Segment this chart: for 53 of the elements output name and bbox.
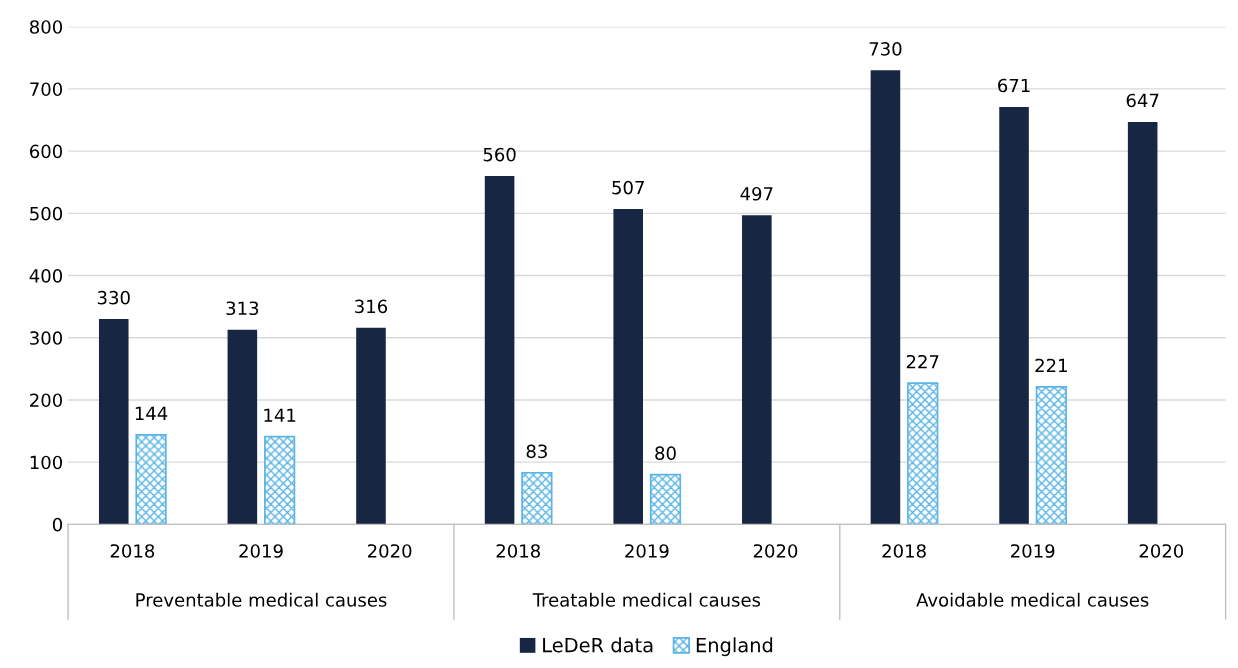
legend-label: England <box>696 637 773 657</box>
bar <box>870 70 901 525</box>
bar <box>521 471 553 525</box>
bar <box>742 215 772 525</box>
text: Preventable medical causes <box>136 592 387 607</box>
bar <box>356 327 386 525</box>
y-tick-label: 0 <box>52 517 63 532</box>
y-tick-label: 800 <box>29 20 63 34</box>
data-label: 313 <box>226 301 259 316</box>
bar <box>907 382 939 525</box>
bar <box>649 473 682 525</box>
data-label: 647 <box>1126 93 1159 108</box>
x-tick-label: 2019 <box>1011 544 1055 558</box>
data-label: 497 <box>740 186 773 201</box>
legend-label: LeDeR data <box>543 637 653 653</box>
bar <box>484 176 515 525</box>
data-label: 144 <box>135 406 168 420</box>
bar <box>227 329 258 525</box>
data-label: 227 <box>906 354 939 369</box>
y-tick-label: 200 <box>30 393 63 408</box>
data-label: 316 <box>355 299 388 314</box>
y-tick-label: 700 <box>30 82 63 97</box>
data-label: 80 <box>655 446 676 460</box>
x-tick-label: 2019 <box>625 544 669 558</box>
data-label: 671 <box>998 78 1030 93</box>
y-tick-label: 400 <box>29 269 63 283</box>
bar <box>999 106 1029 525</box>
text: Treatable medical causes <box>532 592 761 607</box>
bar <box>98 319 129 525</box>
y-tick-label: 500 <box>30 206 63 221</box>
y-tick-label: 600 <box>30 144 63 159</box>
x-tick-label: 2018 <box>496 544 540 558</box>
x-tick-label: 2018 <box>882 544 926 558</box>
data-label: 141 <box>264 408 296 422</box>
y-tick-label: 100 <box>30 455 63 470</box>
x-tick-label: 2019 <box>239 544 283 558</box>
text: Avoidable medical causes <box>916 592 1149 607</box>
y-tick-label: 300 <box>30 331 63 345</box>
bar <box>1035 386 1067 525</box>
data-label: 507 <box>612 180 644 195</box>
x-tick-label: 2020 <box>367 544 412 558</box>
bar <box>135 433 167 525</box>
data-label: 560 <box>483 147 516 162</box>
bar <box>264 435 296 525</box>
bar <box>1127 121 1158 525</box>
data-label: 730 <box>869 42 902 56</box>
x-tick-label: 2018 <box>110 544 155 558</box>
x-tick-label: 2020 <box>753 544 798 558</box>
bar <box>613 208 643 525</box>
data-label: 221 <box>1035 358 1067 373</box>
data-label: 330 <box>97 290 130 305</box>
data-label: 83 <box>526 444 547 459</box>
x-tick-label: 2020 <box>1139 544 1184 558</box>
